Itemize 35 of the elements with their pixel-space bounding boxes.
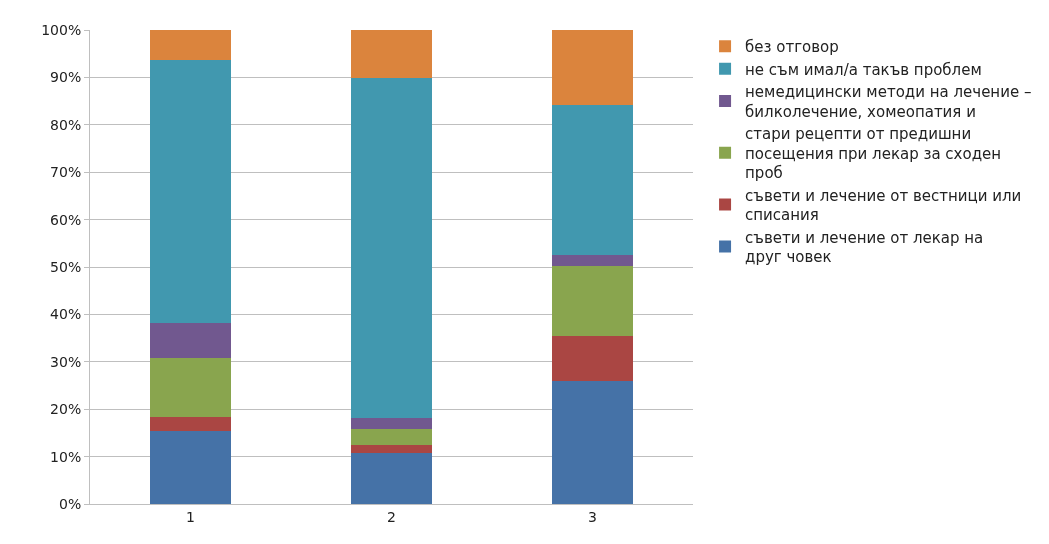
- y-tick-label: 50%: [50, 258, 82, 275]
- y-tick-label: 0%: [58, 495, 82, 512]
- bar: [552, 336, 633, 381]
- bar: [150, 357, 231, 418]
- bar: [552, 104, 633, 256]
- bar: [150, 417, 231, 431]
- y-tick-label: 70%: [50, 164, 82, 181]
- bar: [351, 453, 432, 504]
- bar: [351, 418, 432, 430]
- legend-label: не съм имал/а такъв проблем: [745, 60, 982, 79]
- y-tick-label: 30%: [50, 353, 82, 370]
- y-tick-label: 20%: [50, 401, 82, 418]
- bar: [552, 265, 633, 337]
- bar: [150, 60, 231, 323]
- bar: [150, 431, 231, 504]
- bar: [552, 255, 633, 266]
- legend-label: без отговор: [745, 38, 839, 57]
- bar: [351, 445, 432, 454]
- x-tick-label: 2: [387, 508, 396, 525]
- bar: [351, 429, 432, 446]
- bar: [351, 78, 432, 419]
- y-tick-label: 40%: [50, 306, 82, 323]
- x-tick-label: 1: [186, 508, 195, 525]
- bar: [150, 322, 231, 358]
- legend-label: съвети и лечение от лекар на друг човек: [745, 228, 984, 267]
- y-tick-label: 60%: [50, 211, 82, 228]
- x-tick-label: 3: [588, 508, 597, 525]
- y-tick-label: 90%: [50, 69, 82, 86]
- y-tick-label: 80%: [50, 116, 82, 133]
- y-tick-label: 10%: [50, 448, 82, 465]
- bar: [150, 30, 231, 61]
- bar: [552, 30, 633, 105]
- bar: [552, 380, 633, 504]
- bar: [351, 30, 432, 79]
- y-tick-label: 100%: [41, 21, 82, 38]
